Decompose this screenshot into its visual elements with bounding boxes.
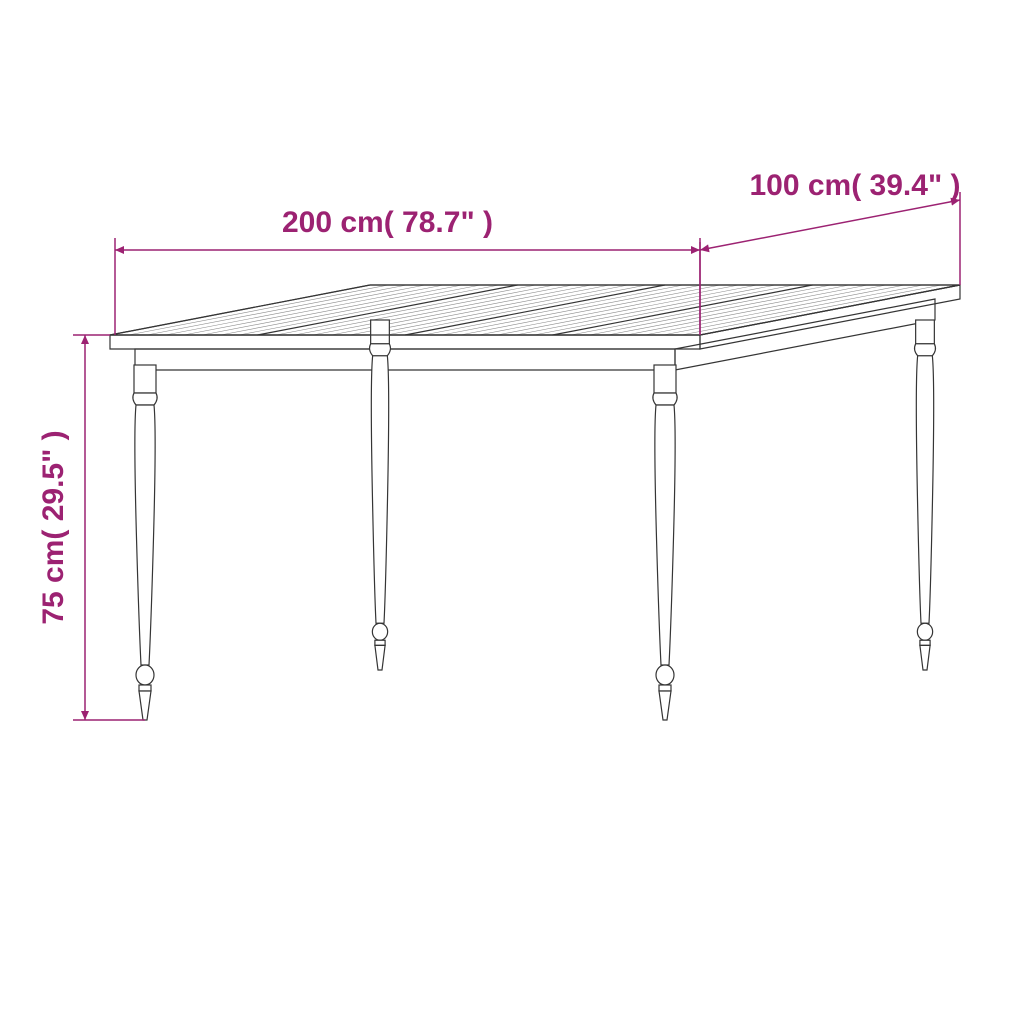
table-apron-front [135, 349, 675, 370]
dimension-line-depth [700, 200, 960, 250]
table-leg [915, 320, 936, 670]
table-leg [370, 320, 391, 670]
table-top-front-edge [110, 335, 700, 349]
table-leg [653, 365, 677, 720]
table-apron-side [675, 299, 935, 370]
table-leg [133, 365, 157, 720]
table-top-slats [128, 285, 941, 335]
dimension-label-height: 75 cm( 29.5" ) [37, 430, 70, 624]
dimension-label-length: 200 cm( 78.7" ) [282, 206, 493, 239]
dimension-label-depth: 100 cm( 39.4" ) [749, 169, 960, 202]
